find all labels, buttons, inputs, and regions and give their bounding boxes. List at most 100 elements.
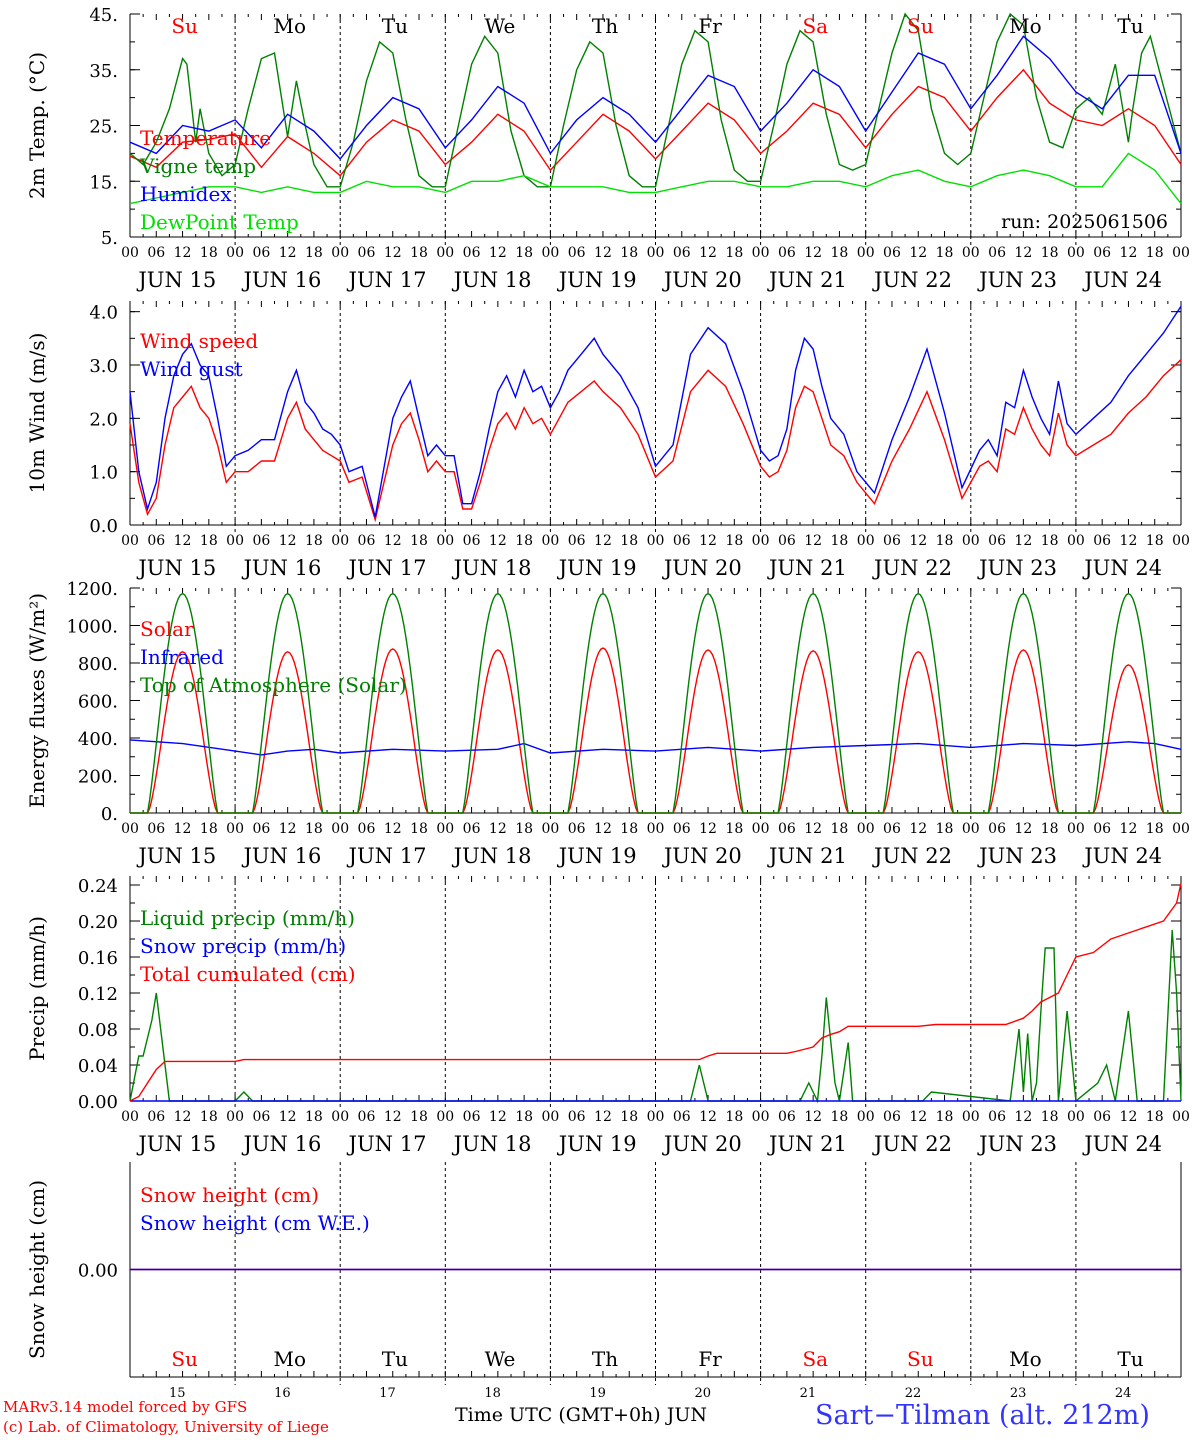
- legend-entry: Infrared: [140, 645, 224, 669]
- x-hour-label: 00: [752, 533, 770, 549]
- x-hour-label: 18: [200, 533, 218, 549]
- x-hour-label: 00: [1067, 1109, 1085, 1125]
- x-hour-label: 00: [962, 245, 980, 261]
- y-axis-label: 2m Temp. (°C): [25, 52, 49, 199]
- x-hour-label: 06: [673, 245, 691, 261]
- bottom-day-number: 17: [379, 1386, 396, 1401]
- series-line-wind-speed: [129, 359, 1182, 523]
- x-hour-label: 12: [1014, 1109, 1032, 1125]
- x-hour-label: 12: [699, 821, 717, 837]
- x-date-label: JUN 17: [347, 1132, 427, 1156]
- x-hour-label: 12: [804, 1109, 822, 1125]
- x-hour-label: 06: [568, 821, 586, 837]
- x-hour-label: 00: [962, 821, 980, 837]
- x-hour-label: 00: [436, 533, 454, 549]
- x-hour-label: 18: [515, 245, 533, 261]
- x-hour-label: 06: [1093, 821, 1111, 837]
- y-tick-label: 0.04: [78, 1056, 118, 1077]
- x-date-label: JUN 16: [241, 844, 321, 868]
- x-hour-label: 00: [647, 245, 665, 261]
- y-tick-label: 0.08: [78, 1020, 118, 1041]
- x-hour-label: 06: [988, 1109, 1006, 1125]
- y-tick-label: 0.12: [78, 984, 118, 1005]
- x-hour-label: 00: [962, 1109, 980, 1125]
- x-date-label: JUN 20: [662, 268, 742, 292]
- y-tick-label: 800.: [78, 654, 118, 675]
- x-hour-label: 18: [1146, 1109, 1164, 1125]
- series-line-wind-gust: [129, 305, 1182, 518]
- x-date-label: JUN 17: [347, 556, 427, 580]
- x-hour-label: 18: [200, 245, 218, 261]
- day-name-label: Tu: [382, 14, 408, 38]
- x-hour-label: 12: [174, 821, 192, 837]
- day-name-label: Su: [171, 1347, 198, 1371]
- bottom-day-number: 23: [1010, 1386, 1027, 1401]
- y-tick-label: 25.: [89, 117, 118, 138]
- x-date-label: JUN 22: [872, 844, 952, 868]
- x-hour-label: 18: [831, 245, 849, 261]
- y-tick-label: 45.: [89, 5, 118, 26]
- x-hour-label: 06: [252, 1109, 270, 1125]
- x-hour-label: 00: [857, 821, 875, 837]
- x-hour-label: 12: [384, 533, 402, 549]
- legend-entry: Humidex: [140, 182, 232, 206]
- x-hour-label: 18: [725, 533, 743, 549]
- x-hour-label: 12: [174, 533, 192, 549]
- y-tick-label: 2.0: [89, 409, 118, 430]
- y-axis-label: 10m Wind (m/s): [25, 333, 49, 494]
- x-date-label: JUN 24: [1082, 268, 1162, 292]
- x-hour-label: 00: [1067, 533, 1085, 549]
- bottom-day-number: 24: [1115, 1386, 1132, 1401]
- y-tick-label: 0.0: [89, 516, 118, 537]
- y-axis-label: Energy fluxes (W/m²): [25, 593, 49, 808]
- x-date-label: JUN 16: [241, 556, 321, 580]
- x-date-label: JUN 16: [241, 268, 321, 292]
- x-hour-label: 06: [358, 821, 376, 837]
- bottom-day-number: 20: [695, 1386, 712, 1401]
- x-hour-label: 00: [331, 533, 349, 549]
- y-tick-label: 1000.: [66, 617, 118, 638]
- x-hour-label: 06: [358, 245, 376, 261]
- x-hour-label: 18: [620, 533, 638, 549]
- x-hour-label: 12: [909, 1109, 927, 1125]
- legend-entry: DewPoint Temp: [140, 210, 299, 234]
- x-date-label: JUN 19: [557, 844, 637, 868]
- x-hour-label: 18: [1041, 1109, 1059, 1125]
- x-hour-label: 12: [699, 245, 717, 261]
- grid-layer: [129, 13, 1182, 1385]
- x-hour-label: 00: [1172, 1109, 1190, 1125]
- x-hour-label: 00: [962, 533, 980, 549]
- day-name-label: Mo: [273, 1347, 306, 1371]
- x-hour-label: 00: [121, 533, 139, 549]
- x-hour-label: 18: [725, 821, 743, 837]
- x-hour-label: 18: [936, 1109, 954, 1125]
- x-hour-label: 18: [620, 245, 638, 261]
- x-hour-label: 18: [831, 1109, 849, 1125]
- bottom-day-number: 16: [274, 1386, 291, 1401]
- legend-entry: Liquid precip (mm/h): [140, 906, 355, 930]
- day-name-label: Su: [907, 1347, 934, 1371]
- x-hour-label: 18: [1041, 821, 1059, 837]
- x-hour-label: 06: [673, 533, 691, 549]
- x-hour-label: 00: [647, 533, 665, 549]
- x-hour-label: 00: [436, 245, 454, 261]
- x-hour-label: 00: [541, 533, 559, 549]
- day-name-label: Mo: [273, 14, 306, 38]
- x-hour-label: 00: [647, 1109, 665, 1125]
- x-hour-label: 18: [1146, 821, 1164, 837]
- series-line-humidex: [129, 35, 1182, 160]
- x-date-label: JUN 20: [662, 844, 742, 868]
- x-date-label: JUN 22: [872, 1132, 952, 1156]
- day-name-label: Tu: [382, 1347, 408, 1371]
- x-hour-label: 12: [1120, 1109, 1138, 1125]
- x-hour-label: 06: [883, 533, 901, 549]
- x-hour-label: 12: [699, 533, 717, 549]
- y-tick-label: 1.0: [89, 463, 118, 484]
- x-hour-label: 00: [857, 1109, 875, 1125]
- x-hour-label: 06: [988, 245, 1006, 261]
- x-hour-label: 00: [331, 1109, 349, 1125]
- x-hour-label: 18: [620, 1109, 638, 1125]
- day-name-label: Mo: [1009, 1347, 1042, 1371]
- x-hour-label: 18: [410, 821, 428, 837]
- x-hour-label: 00: [1067, 821, 1085, 837]
